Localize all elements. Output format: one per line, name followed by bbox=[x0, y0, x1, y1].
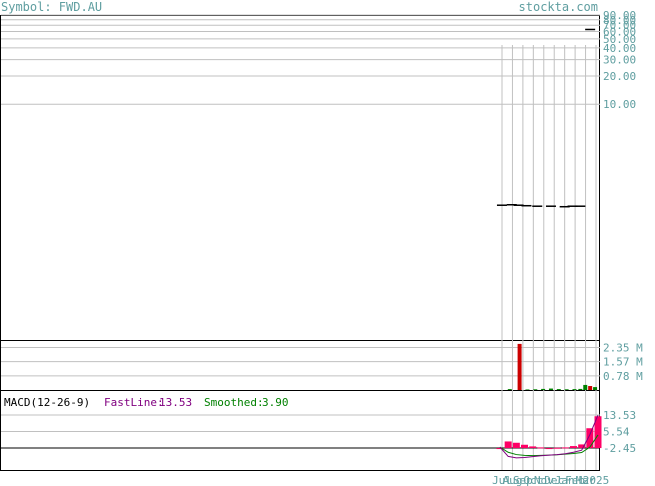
macd-histogram-bar bbox=[504, 441, 512, 449]
macd-title: MACD(12-26-9) bbox=[4, 396, 90, 409]
price-tick-label: 40.00 bbox=[603, 42, 636, 55]
macd-tick-label: -2.45 bbox=[603, 442, 636, 455]
macd-fast-label: FastLine: bbox=[104, 396, 164, 409]
macd-histogram-bar bbox=[529, 446, 537, 449]
x-tick-label: Aug bbox=[503, 474, 523, 486]
price-tick-label: 30.00 bbox=[603, 54, 636, 67]
x-tick-label: Nov bbox=[534, 474, 554, 486]
macd-histogram-bar bbox=[570, 446, 577, 449]
macd-fast-value: 13.53 bbox=[159, 396, 192, 409]
site-label: stockta.com bbox=[519, 0, 598, 14]
x-tick-label: Feb bbox=[565, 474, 585, 486]
price-tick-label: 80.00 bbox=[603, 14, 636, 27]
macd-histogram-bar bbox=[594, 416, 602, 449]
volume-bar bbox=[578, 388, 583, 390]
macd-histogram-bar bbox=[586, 428, 594, 449]
x-tick-label: Sep bbox=[513, 474, 533, 486]
x-tick-label: 2025 bbox=[583, 474, 610, 486]
macd-tick-label: 5.54 bbox=[603, 426, 630, 439]
macd-histogram-bar bbox=[561, 447, 569, 449]
x-tick-label: Jul bbox=[492, 474, 512, 486]
macd-panel bbox=[0, 390, 600, 471]
price-tick-label: 60.00 bbox=[603, 25, 636, 38]
x-tick-label: Dec bbox=[544, 474, 564, 486]
macd-fast-line bbox=[499, 414, 599, 459]
volume-bar bbox=[556, 389, 561, 390]
volume-tick-label: 0.78 M bbox=[603, 370, 643, 383]
macd-histogram-bar bbox=[537, 447, 545, 449]
macd-histogram-bar bbox=[545, 448, 553, 450]
macd-tick-label: 13.53 bbox=[603, 409, 636, 422]
symbol-label: Symbol: FWD.AU bbox=[1, 0, 102, 14]
price-tick-label: 90.00 bbox=[603, 9, 636, 22]
volume-bar bbox=[533, 389, 538, 390]
volume-bar bbox=[525, 389, 530, 390]
x-tick-label: Jan bbox=[555, 474, 575, 486]
macd-histogram-bar bbox=[512, 442, 520, 449]
volume-bar bbox=[593, 387, 598, 390]
volume-bar bbox=[583, 384, 588, 390]
volume-bar bbox=[572, 389, 577, 390]
macd-histogram-bar bbox=[578, 444, 586, 449]
macd-histogram-bar bbox=[521, 444, 528, 449]
price-series bbox=[496, 28, 596, 208]
volume-bar bbox=[541, 388, 546, 390]
price-tick-label: 70.00 bbox=[603, 19, 636, 32]
volume-bar bbox=[548, 388, 553, 390]
x-tick-label: Mar bbox=[576, 474, 596, 486]
volume-tick-label: 1.57 M bbox=[603, 356, 643, 369]
price-tick-label: 50.00 bbox=[603, 33, 636, 46]
price-tick-label: 10.00 bbox=[603, 98, 636, 111]
volume-series bbox=[507, 343, 598, 390]
volume-bar bbox=[588, 386, 593, 390]
volume-tick-label: 2.35 M bbox=[603, 342, 643, 355]
price-panel bbox=[0, 15, 600, 341]
price-tick-label: 20.00 bbox=[603, 70, 636, 83]
x-tick-label: Oct bbox=[523, 474, 543, 486]
macd-histogram-bar bbox=[553, 447, 561, 449]
macd-histogram-bar bbox=[496, 448, 504, 450]
macd-smooth-label: Smoothed: bbox=[204, 396, 264, 409]
volume-bar bbox=[507, 389, 512, 390]
volume-bar bbox=[564, 389, 569, 390]
volume-panel bbox=[0, 340, 600, 391]
volume-bar bbox=[517, 343, 522, 390]
macd-series bbox=[496, 414, 602, 459]
macd-smooth-value: 3.90 bbox=[262, 396, 289, 409]
grid bbox=[1, 14, 600, 470]
